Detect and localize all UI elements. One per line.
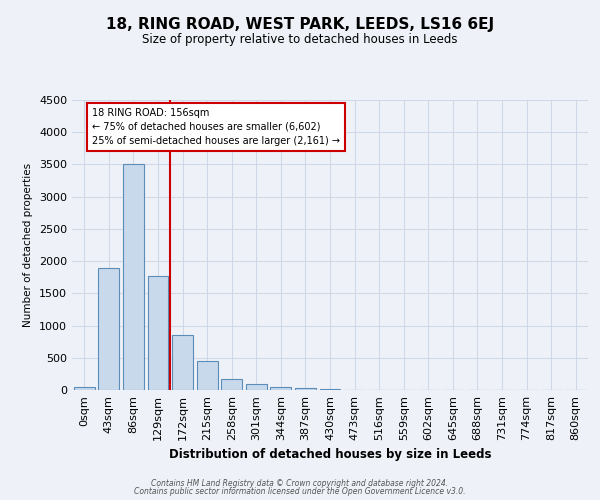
Bar	[197, 361, 218, 390]
Bar	[320, 388, 340, 390]
Bar	[98, 268, 119, 390]
Bar	[123, 164, 144, 390]
Bar	[271, 387, 292, 390]
Bar	[295, 388, 316, 390]
Text: 18 RING ROAD: 156sqm
← 75% of detached houses are smaller (6,602)
25% of semi-de: 18 RING ROAD: 156sqm ← 75% of detached h…	[92, 108, 340, 146]
Text: Contains public sector information licensed under the Open Government Licence v3: Contains public sector information licen…	[134, 487, 466, 496]
Text: Contains HM Land Registry data © Crown copyright and database right 2024.: Contains HM Land Registry data © Crown c…	[151, 478, 449, 488]
Bar	[221, 378, 242, 390]
Bar	[172, 335, 193, 390]
Bar	[148, 276, 169, 390]
Text: 18, RING ROAD, WEST PARK, LEEDS, LS16 6EJ: 18, RING ROAD, WEST PARK, LEEDS, LS16 6E…	[106, 18, 494, 32]
Text: Size of property relative to detached houses in Leeds: Size of property relative to detached ho…	[142, 32, 458, 46]
Bar	[246, 384, 267, 390]
Bar	[74, 387, 95, 390]
X-axis label: Distribution of detached houses by size in Leeds: Distribution of detached houses by size …	[169, 448, 491, 462]
Y-axis label: Number of detached properties: Number of detached properties	[23, 163, 34, 327]
